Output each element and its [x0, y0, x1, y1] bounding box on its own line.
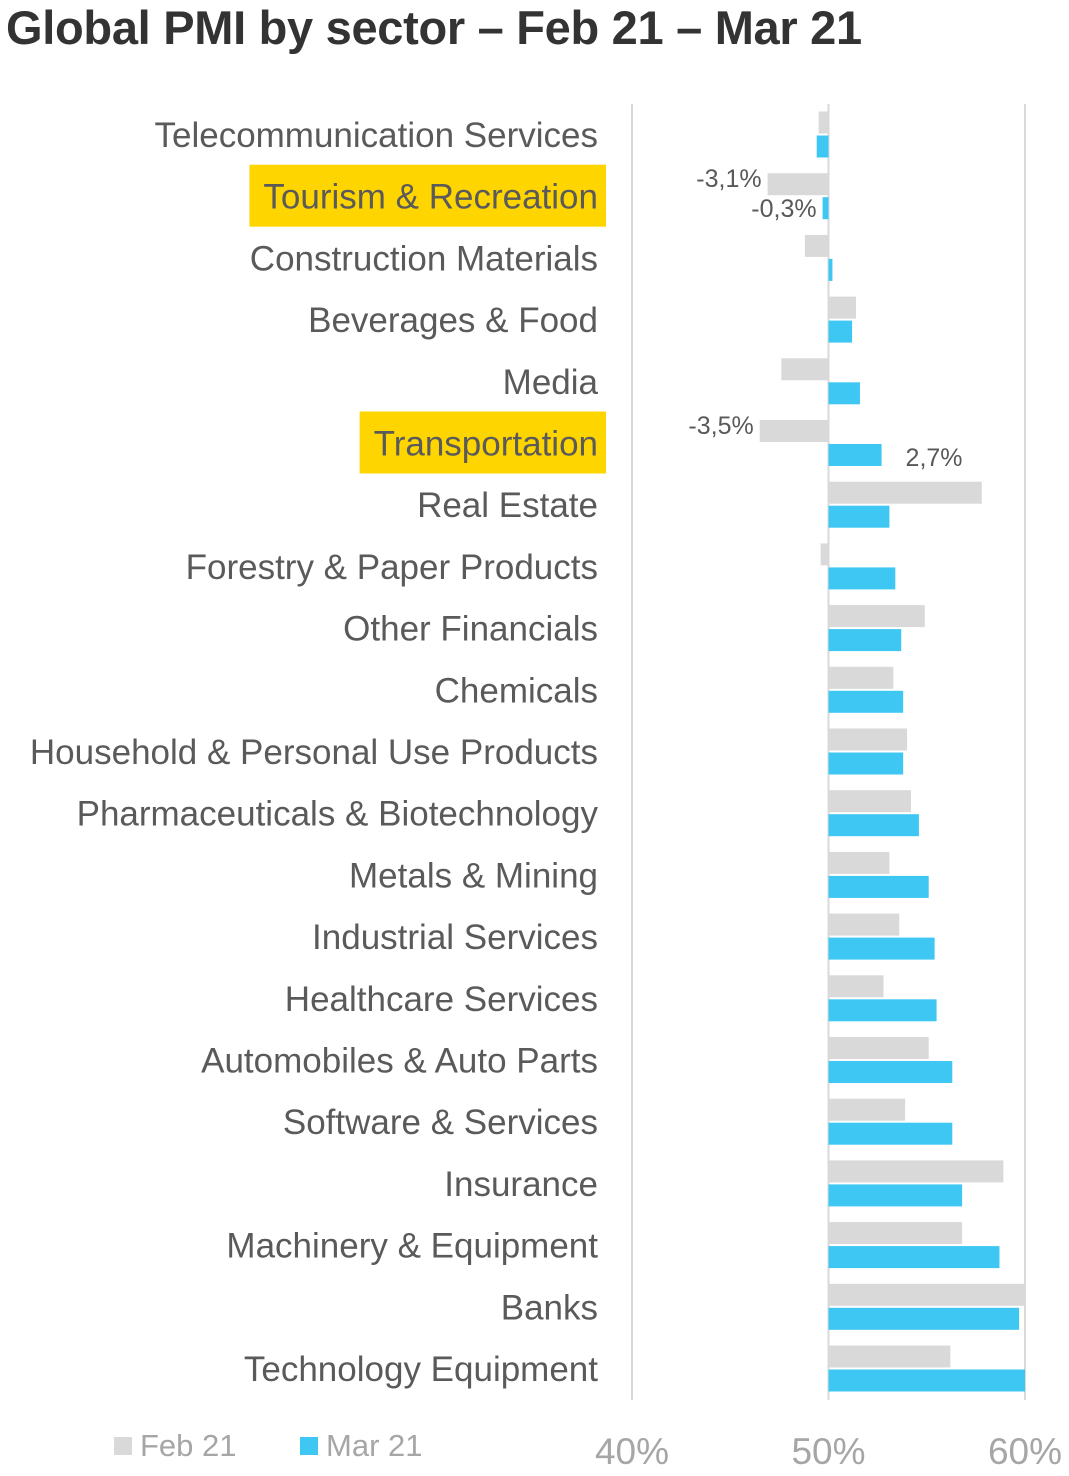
bar-mar-11 [828, 814, 919, 837]
bar-feb-4 [781, 358, 829, 381]
category-label-5: Transportation [374, 425, 598, 464]
bar-feb-19 [828, 1283, 1025, 1306]
bar-mar-8 [828, 629, 902, 652]
bar-feb-12 [828, 851, 890, 874]
bar-feb-3 [828, 296, 857, 319]
category-label-7: Forestry & Paper Products [186, 548, 598, 587]
bar-feb-0 [818, 111, 829, 134]
bar-feb-8 [828, 605, 925, 628]
bar-feb-13 [828, 913, 900, 936]
tick-label-40: 40% [595, 1431, 669, 1472]
category-label-0: Telecommunication Services [154, 116, 598, 155]
legend-swatch-0 [114, 1437, 132, 1455]
bar-group [759, 111, 1025, 1392]
category-label-19: Banks [501, 1288, 598, 1327]
bar-mar-9 [828, 690, 904, 713]
tick-label-50: 50% [791, 1431, 865, 1472]
bar-mar-14 [828, 999, 937, 1022]
highlight-boxes [249, 164, 606, 474]
highlight-box-5 [359, 411, 606, 474]
category-label-20: Technology Equipment [244, 1350, 598, 1389]
legend-label-1: Mar 21 [326, 1428, 422, 1463]
legend: Feb 21 Mar 21 [114, 1428, 422, 1463]
bar-mar-7 [828, 567, 896, 590]
tick-label-60: 60% [988, 1431, 1062, 1472]
category-label-18: Machinery & Equipment [226, 1227, 598, 1266]
category-label-6: Real Estate [417, 486, 598, 525]
bar-mar-16 [828, 1122, 953, 1145]
category-label-8: Other Financials [343, 610, 598, 649]
data-labels: -3,1%-0,3% -3,5% 2,7% [688, 165, 962, 472]
data-label-2: -3,5% [688, 412, 753, 440]
bar-mar-0 [816, 135, 829, 158]
category-label-16: Software & Services [283, 1103, 598, 1142]
category-label-3: Beverages & Food [308, 301, 598, 340]
bar-feb-9 [828, 666, 894, 689]
category-label-10: Household & Personal Use Products [30, 733, 598, 772]
bar-mar-6 [828, 505, 890, 528]
bar-feb-1 [767, 173, 829, 196]
legend-label-0: Feb 21 [140, 1428, 237, 1463]
bar-mar-13 [828, 937, 935, 960]
data-label-1: -0,3% [751, 195, 816, 223]
legend-swatch-1 [300, 1437, 318, 1455]
bar-mar-4 [828, 382, 860, 405]
bar-mar-17 [828, 1184, 963, 1207]
category-label-12: Metals & Mining [349, 856, 598, 895]
bar-feb-20 [828, 1345, 951, 1368]
category-label-2: Construction Materials [250, 239, 598, 278]
bar-feb-2 [804, 234, 829, 257]
category-label-15: Automobiles & Auto Parts [201, 1042, 598, 1081]
category-label-13: Industrial Services [312, 918, 598, 957]
category-label-17: Insurance [444, 1165, 598, 1204]
bar-mar-5 [828, 444, 882, 466]
highlight-box-1 [249, 164, 606, 227]
bar-feb-7 [820, 543, 829, 566]
category-label-1: Tourism & Recreation [263, 178, 598, 217]
bar-mar-15 [828, 1061, 953, 1083]
bar-feb-5 [759, 420, 829, 442]
bar-feb-6 [828, 481, 982, 504]
bar-feb-15 [828, 1037, 929, 1059]
category-labels: Telecommunication Services Tourism & Recr… [30, 116, 599, 1389]
category-label-9: Chemicals [435, 671, 598, 710]
bar-mar-3 [828, 320, 853, 343]
category-label-11: Pharmaceuticals & Biotechnology [77, 795, 599, 834]
bar-feb-16 [828, 1098, 906, 1121]
bar-feb-10 [828, 728, 908, 751]
chart-title: Global PMI by sector – Feb 21 – Mar 21 [6, 1, 862, 54]
data-label-0: -3,1% [696, 165, 761, 193]
x-axis-tick-labels: 40% 50% 60% [595, 1431, 1062, 1472]
data-label-3: 2,7% [906, 444, 963, 472]
category-label-4: Media [503, 363, 599, 402]
bar-mar-1 [822, 197, 829, 220]
gridlines [631, 104, 1026, 1400]
bar-feb-14 [828, 975, 884, 998]
bar-mar-2 [828, 258, 833, 281]
bar-mar-19 [828, 1307, 1020, 1330]
category-label-14: Healthcare Services [285, 980, 598, 1019]
bar-feb-17 [828, 1160, 1004, 1183]
bar-mar-12 [828, 875, 929, 898]
bar-feb-11 [828, 790, 912, 813]
bar-feb-18 [828, 1222, 963, 1245]
bar-mar-18 [828, 1246, 1000, 1269]
bar-mar-20 [828, 1369, 1025, 1392]
bar-mar-10 [828, 752, 904, 775]
